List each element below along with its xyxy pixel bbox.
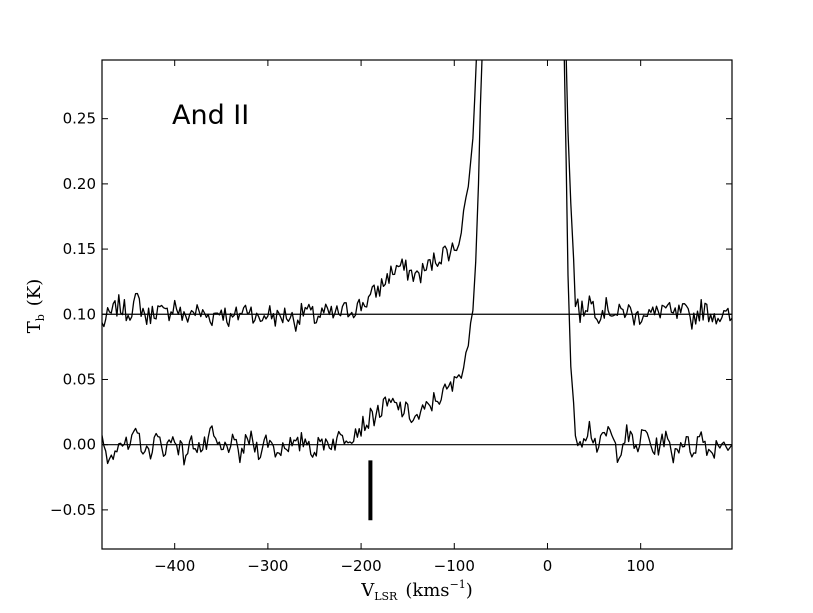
y-axis-title-main: T [24,321,45,333]
spectrum-series-1 [102,60,732,466]
x-axis-title-unit: (kms [405,580,449,601]
y-axis-title-unit: (K) [24,279,45,307]
y-tick-label: 0.10 [63,305,96,323]
plot-frame [101,59,733,550]
y-axis-title: Tb (K) [24,279,47,334]
x-tick-label: −300 [247,557,288,575]
baseline-group [102,313,732,446]
y-tick-label: 0.05 [63,370,96,388]
x-axis-title-sub: LSR [374,590,398,603]
x-axis-title-exp: −1 [450,578,466,591]
y-tick-label: 0.20 [63,175,96,193]
y-tick-label: 0.15 [63,240,96,258]
y-tick-label: 0.00 [63,436,96,454]
x-tick-label: −400 [154,557,195,575]
series-group [102,60,732,466]
x-tick-label: 100 [626,557,655,575]
y-ticks: −0.05 0.00 0.05 0.10 0.15 0.20 0.25 [50,110,732,519]
x-tick-label: −200 [340,557,381,575]
x-axis-title-close: ) [466,580,473,601]
x-axis-title-main: V [360,580,375,601]
y-axis-title-sub: b [34,314,47,321]
chart-annotation: And II [172,100,249,131]
x-tick-label: −100 [434,557,475,575]
x-tick-label: 0 [543,557,553,575]
y-tick-label: −0.05 [50,501,96,519]
spectrum-series-0 [102,60,732,332]
x-axis-title: VLSR (kms−1) [360,578,473,603]
x-ticks: −400 −300 −200 −100 0 100 [154,60,655,575]
y-tick-label: 0.25 [63,110,96,128]
